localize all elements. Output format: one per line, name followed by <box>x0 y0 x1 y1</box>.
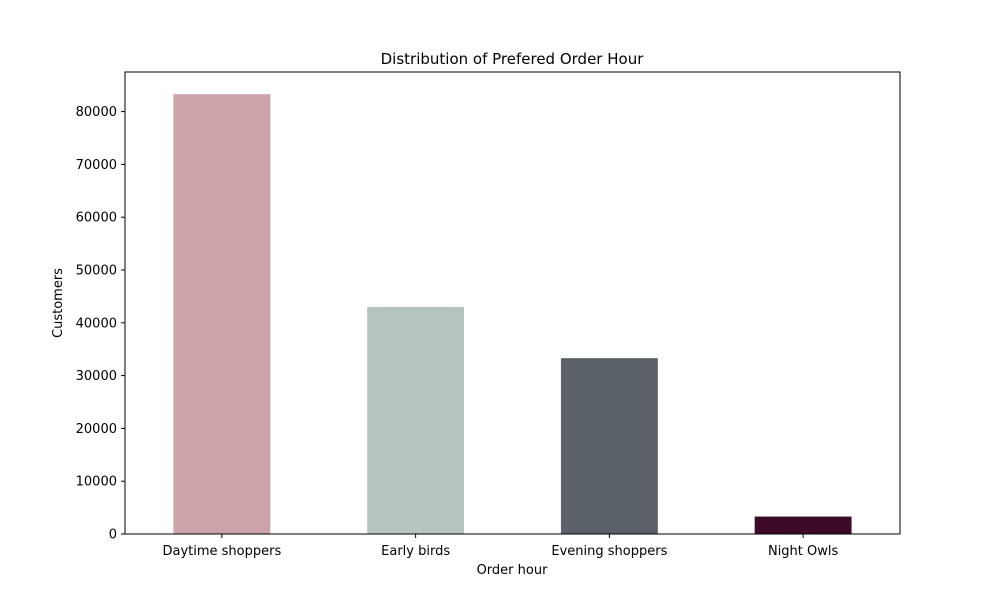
bar-evening-shoppers <box>560 358 658 534</box>
y-axis-label: Customers <box>51 268 66 338</box>
y-tick-label: 50000 <box>76 264 117 279</box>
bar-daytime-shoppers <box>173 94 271 535</box>
bar-early-birds <box>367 306 465 534</box>
y-tick-label: 20000 <box>76 422 117 437</box>
x-axis-ticks: Daytime shoppers Early birds Evening shopp… <box>162 534 839 559</box>
x-tick-label: Daytime shoppers <box>162 544 281 559</box>
y-tick-label: 70000 <box>76 158 117 173</box>
y-tick-label: 30000 <box>76 369 117 384</box>
bars-group <box>173 94 852 535</box>
chart-title: Distribution of Prefered Order Hour <box>381 50 645 68</box>
bar-night-owls <box>754 516 852 534</box>
x-tick-label: Early birds <box>381 544 450 559</box>
y-tick-label: 0 <box>109 528 117 543</box>
y-tick-label: 10000 <box>76 475 117 490</box>
y-tick-label: 40000 <box>76 316 117 331</box>
x-tick-label: Evening shoppers <box>551 544 667 559</box>
plot-area-frame <box>124 71 901 535</box>
x-axis-label: Order hour <box>477 563 549 578</box>
y-tick-label: 60000 <box>76 211 117 226</box>
y-tick-label: 80000 <box>76 105 117 120</box>
x-tick-label: Night Owls <box>768 544 839 559</box>
y-axis-ticks: 0 10000 20000 30000 40000 50000 60000 70000 8000… <box>76 105 125 543</box>
